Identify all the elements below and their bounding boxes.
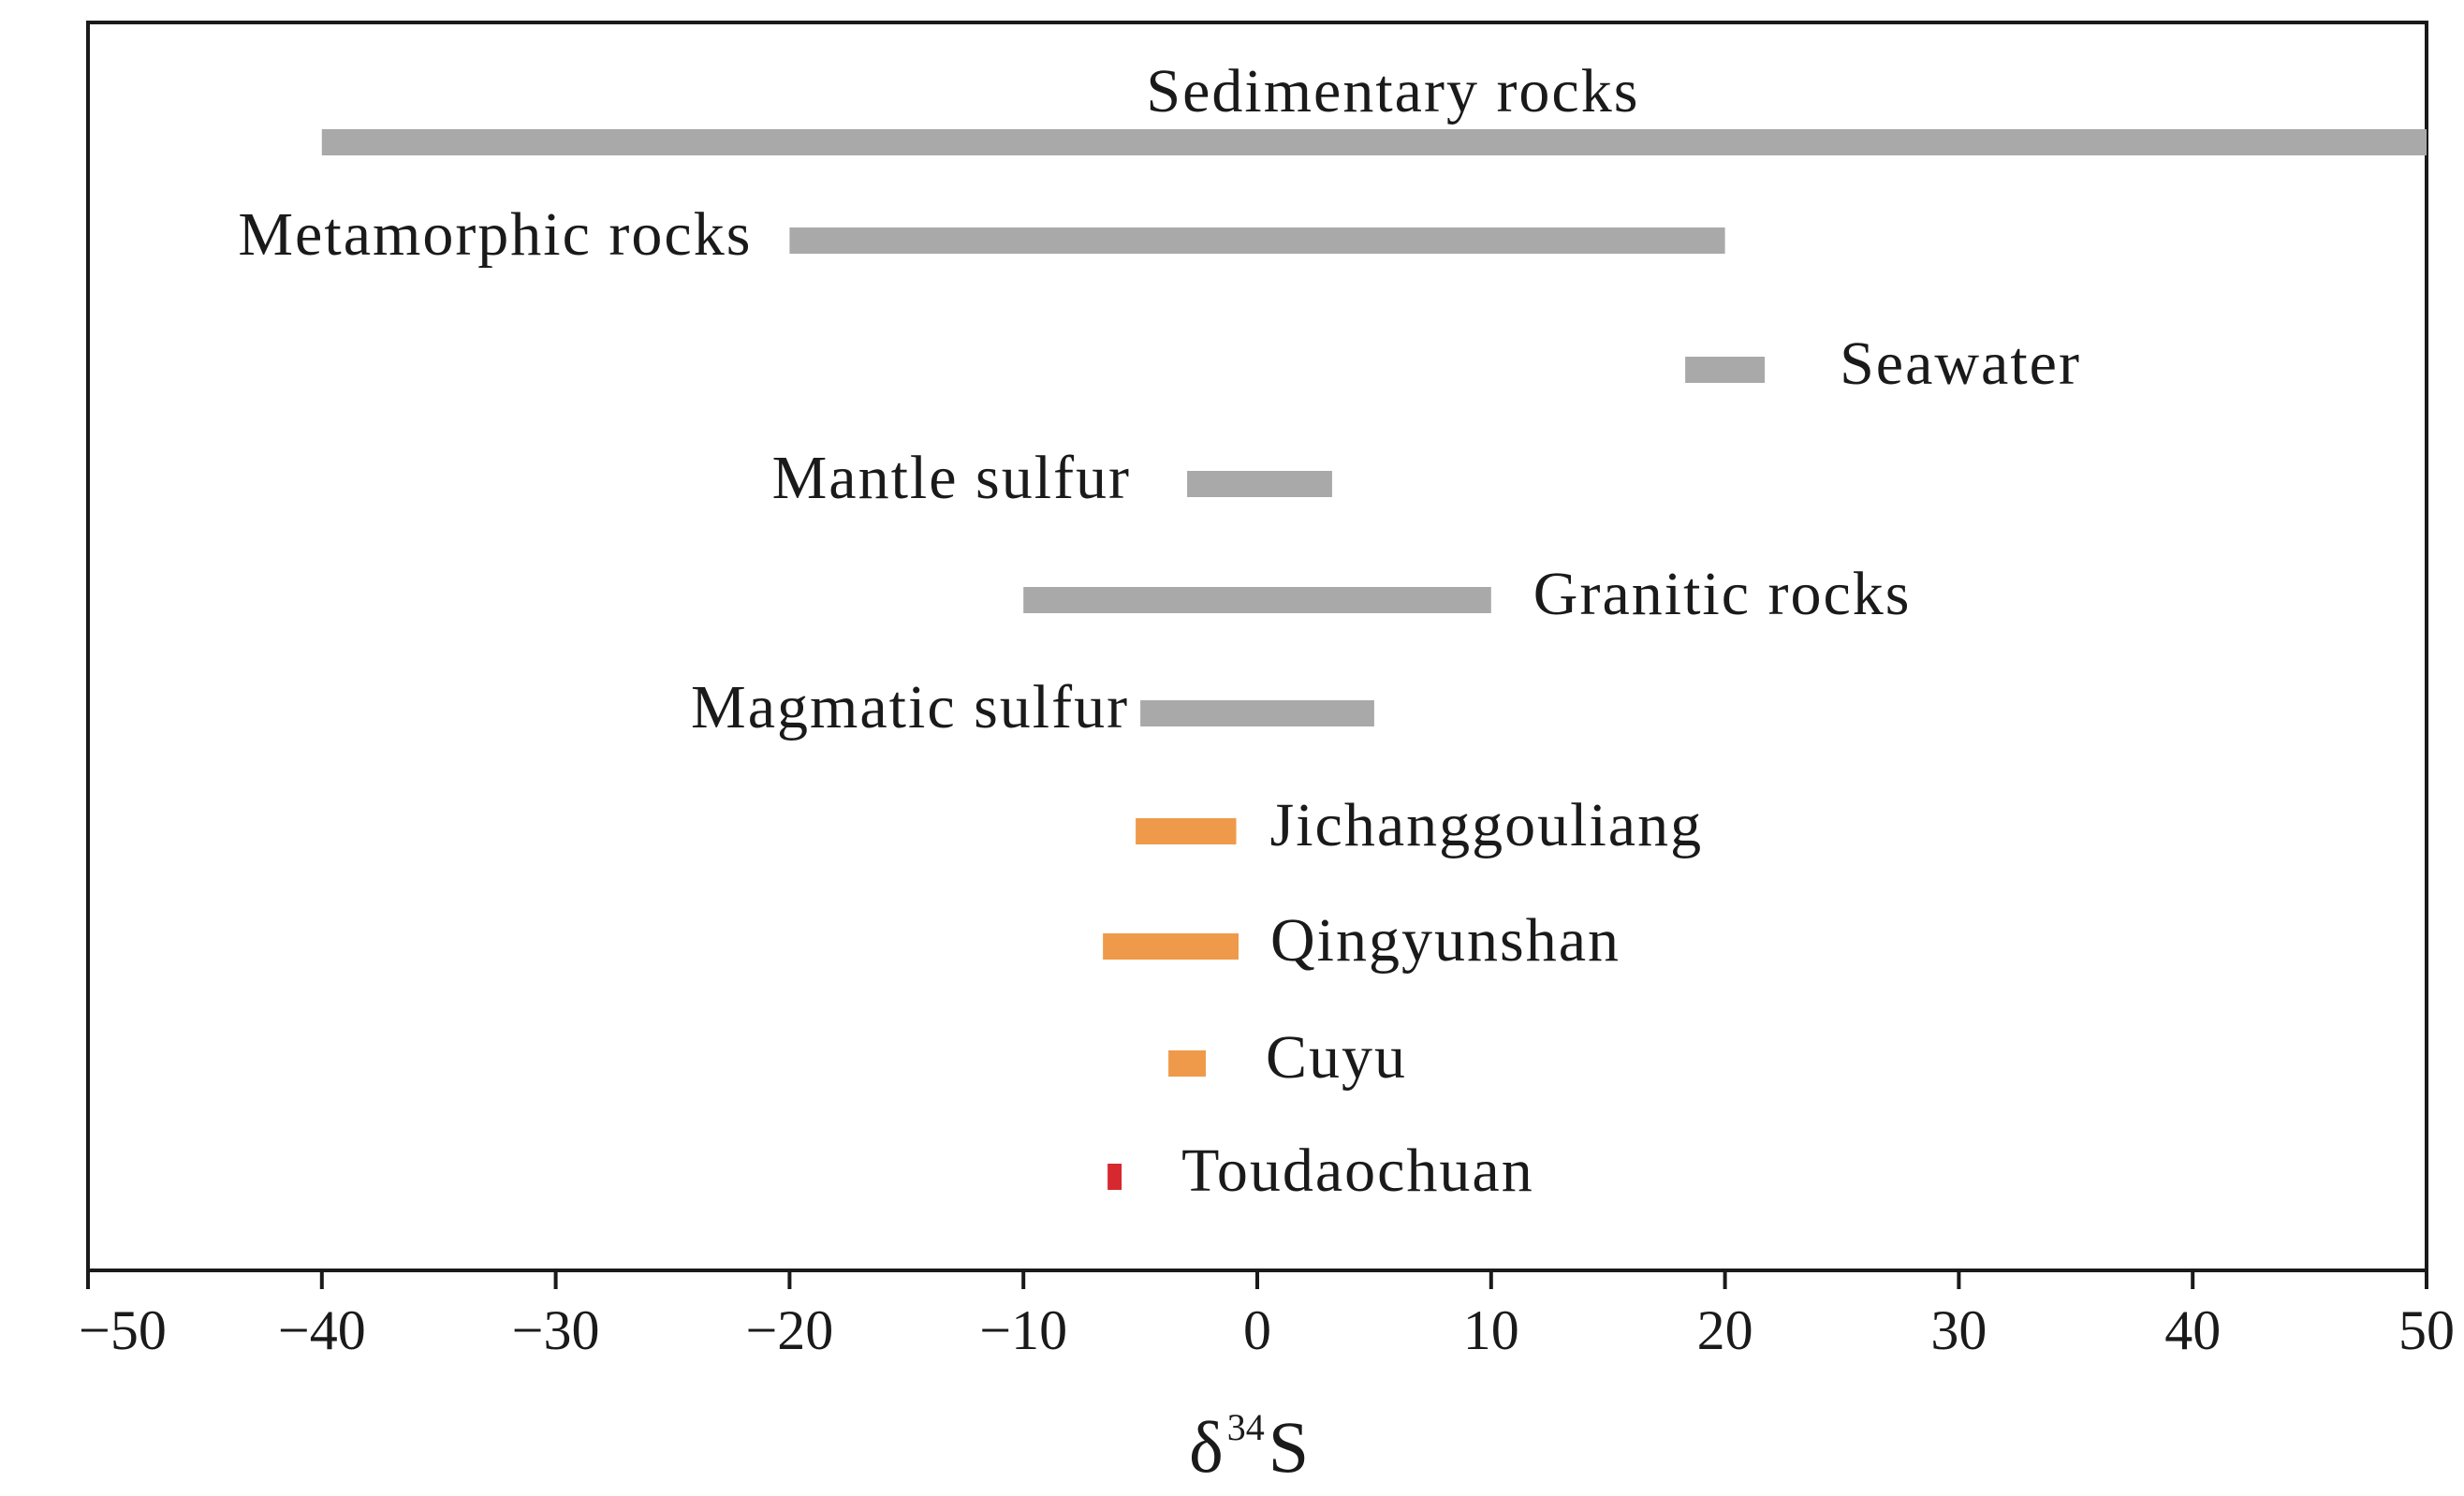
- x-tick-label-neg30: −30: [512, 1299, 600, 1361]
- range-bars: [321, 129, 2427, 1190]
- range-bar-seawater: [1685, 357, 1766, 383]
- range-label-toudaochuan: Toudaochuan: [1181, 1137, 1534, 1205]
- x-tick-label-neg40: −40: [278, 1299, 366, 1361]
- x-tick-label-neg50: −50: [79, 1299, 167, 1361]
- range-label-magmatic-sulfur: Magmatic sulfur: [691, 673, 1129, 741]
- x-axis-label: δ 34S: [1189, 1406, 1309, 1488]
- x-tick-label-40: 40: [2164, 1299, 2221, 1361]
- range-label-seawater: Seawater: [1840, 330, 2081, 398]
- range-bar-jichanggouliang: [1136, 818, 1237, 844]
- x-tick-label-50: 50: [2398, 1299, 2455, 1361]
- x-tick-label-30: 30: [1930, 1299, 1987, 1361]
- range-bar-metamorphic-rocks: [789, 227, 1725, 254]
- x-axis-tick-labels: −50 −40 −30 −20 −10 0 10 20 30 40 50: [79, 1299, 2455, 1361]
- range-bar-granitic-rocks: [1023, 587, 1491, 613]
- range-label-metamorphic-rocks: Metamorphic rocks: [238, 200, 752, 269]
- range-label-qingyunshan: Qingyunshan: [1270, 906, 1621, 975]
- range-label-sedimentary-rocks: Sedimentary rocks: [1146, 57, 1639, 125]
- range-label-mantle-sulfur: Mantle sulfur: [772, 444, 1131, 512]
- x-tick-label-20: 20: [1697, 1299, 1753, 1361]
- x-tick-label-10: 10: [1463, 1299, 1519, 1361]
- range-label-cuyu: Cuyu: [1266, 1023, 1407, 1092]
- x-tick-label-0: 0: [1243, 1299, 1271, 1361]
- range-bar-qingyunshan: [1103, 933, 1239, 960]
- x-axis-label-element: S: [1269, 1406, 1309, 1488]
- x-axis-ticks: [86, 1270, 2428, 1289]
- x-tick-label-neg20: −20: [745, 1299, 833, 1361]
- x-tick-label-neg10: −10: [979, 1299, 1067, 1361]
- range-label-jichanggouliang: Jichanggouliang: [1270, 791, 1704, 859]
- range-bar-toudaochuan: [1107, 1164, 1122, 1190]
- range-labels: Sedimentary rocks Metamorphic rocks Seawat…: [238, 57, 2081, 1205]
- range-bar-magmatic-sulfur: [1140, 700, 1374, 726]
- range-bar-sedimentary-rocks: [321, 129, 2427, 155]
- x-axis-label-delta: δ: [1189, 1406, 1224, 1488]
- range-bar-cuyu: [1168, 1050, 1207, 1077]
- range-bar-mantle-sulfur: [1187, 471, 1332, 497]
- range-label-granitic-rocks: Granitic rocks: [1533, 560, 1912, 628]
- x-axis-label-superscript: 34: [1227, 1406, 1265, 1448]
